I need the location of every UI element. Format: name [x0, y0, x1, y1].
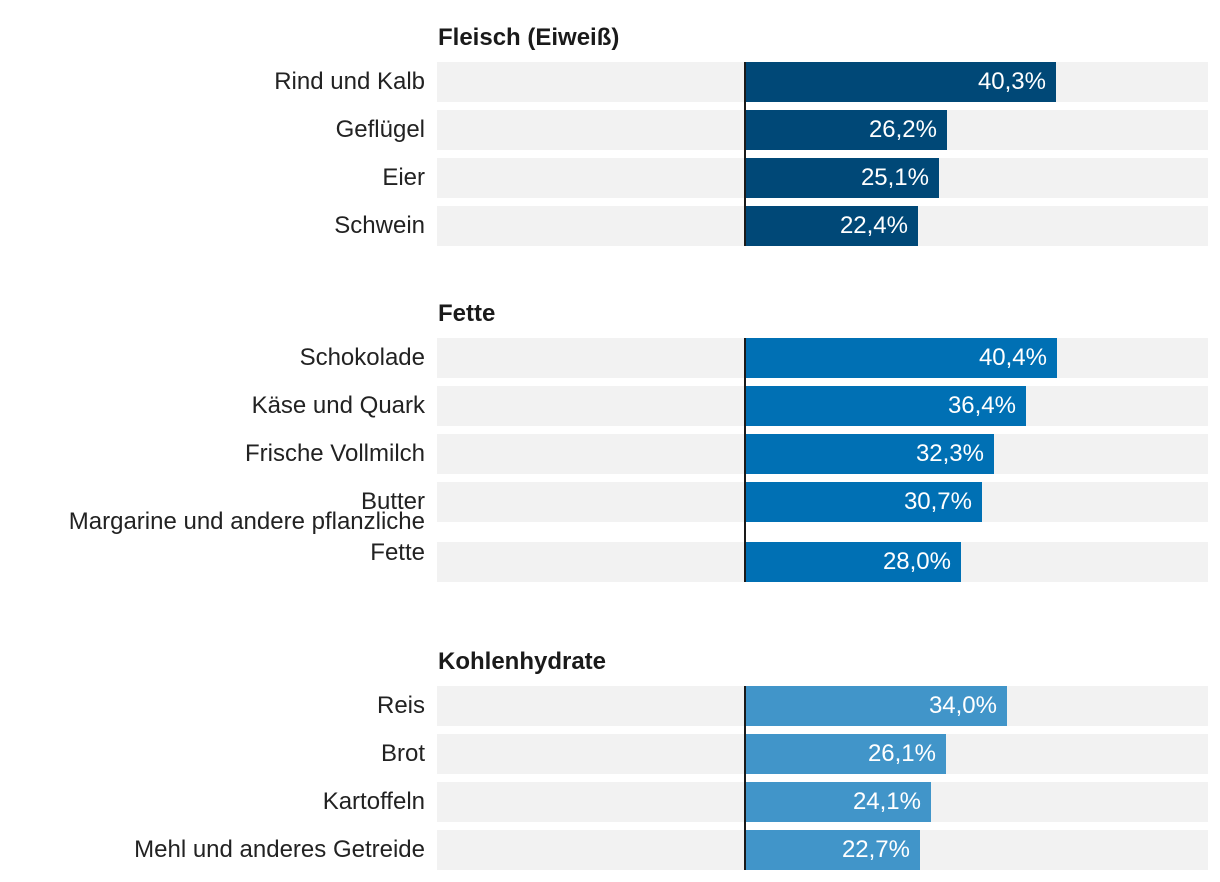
bar	[745, 434, 994, 474]
category-label-line: Margarine und andere pflanzliche	[68, 508, 425, 535]
category-label: Kartoffeln	[322, 788, 425, 815]
zero-baseline	[744, 338, 746, 582]
data-label: 26,1%	[867, 740, 936, 767]
data-label: 22,4%	[839, 212, 908, 239]
bar	[745, 542, 961, 582]
category-label: Butter	[360, 488, 425, 515]
bar	[745, 206, 918, 246]
bar	[745, 830, 920, 870]
bar	[745, 110, 947, 150]
bar	[745, 158, 939, 198]
bar	[745, 338, 1057, 378]
group-title: Fleisch (Eiweiß)	[438, 24, 620, 51]
group-title: Fette	[438, 300, 496, 327]
category-label: Käse und Quark	[251, 392, 425, 419]
category-label: Schwein	[334, 212, 425, 239]
category-label: Frische Vollmilch	[244, 440, 425, 467]
bar	[745, 386, 1026, 426]
bar	[745, 734, 946, 774]
data-label: 22,7%	[841, 836, 910, 863]
category-label: Eier	[382, 164, 425, 191]
category-label: Reis	[376, 692, 425, 719]
bar	[745, 782, 931, 822]
data-label: 24,1%	[852, 788, 921, 815]
category-label: Brot	[380, 740, 425, 767]
data-label: 32,3%	[915, 440, 984, 467]
data-label: 40,4%	[978, 344, 1047, 371]
data-label: 40,3%	[977, 68, 1046, 95]
zero-baseline	[744, 62, 746, 246]
data-label: 25,1%	[860, 164, 929, 191]
category-label: Schokolade	[299, 344, 425, 371]
category-label: Rind und Kalb	[274, 68, 425, 95]
category-label: Mehl und anderes Getreide	[134, 836, 425, 863]
data-label: 30,7%	[903, 488, 972, 515]
data-label: 28,0%	[882, 548, 951, 575]
bar	[745, 62, 1056, 102]
bar	[745, 686, 1007, 726]
data-label: 34,0%	[928, 692, 997, 719]
data-label: 36,4%	[947, 392, 1016, 419]
category-label-line: Fette	[370, 539, 425, 566]
data-label: 26,2%	[868, 116, 937, 143]
zero-baseline	[744, 686, 746, 870]
category-label: Geflügel	[335, 116, 425, 143]
bar	[745, 482, 982, 522]
category-label: Margarine und andere pflanzliche Fette	[5, 506, 425, 568]
group-title: Kohlenhydrate	[438, 648, 607, 675]
